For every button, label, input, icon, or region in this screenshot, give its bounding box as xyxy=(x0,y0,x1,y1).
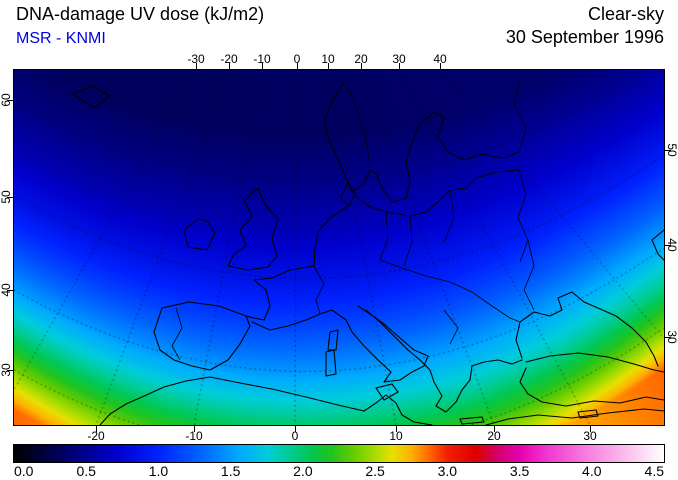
country-borders xyxy=(171,81,535,361)
lon-tick-mark-bottom xyxy=(294,426,296,432)
lon-tick-mark-top xyxy=(228,63,230,69)
lon-tick-mark-top xyxy=(360,63,362,69)
colorbar-tick-label: 0.0 xyxy=(14,463,34,479)
lon-tick-mark-top xyxy=(296,63,298,69)
colorbar-tick-label: 2.5 xyxy=(365,463,385,479)
lon-tick-label-top: 30 xyxy=(392,52,406,66)
lon-tick-mark-bottom xyxy=(95,426,97,432)
lon-tick-label-top: -10 xyxy=(253,52,271,66)
lon-tick-label-bottom: 10 xyxy=(389,429,403,443)
uv-field-heatmap xyxy=(14,70,664,425)
lat-tick-mark-right xyxy=(665,244,671,246)
colorbar-tick-label: 0.5 xyxy=(76,463,96,479)
lon-tick-mark-top xyxy=(195,63,197,69)
lat-tick-mark-left xyxy=(7,99,13,101)
lon-tick-label-top: 40 xyxy=(433,52,447,66)
lon-tick-mark-bottom xyxy=(493,426,495,432)
source-label: MSR - KNMI xyxy=(16,30,106,47)
lon-tick-mark-top xyxy=(327,63,329,69)
date-label: 30 September 1996 xyxy=(505,27,664,47)
lat-tick-mark-left xyxy=(7,196,13,198)
colorbar-tick-label: 3.0 xyxy=(437,463,458,479)
lon-tick-mark-top xyxy=(439,63,441,69)
lon-tick-mark-bottom xyxy=(193,426,195,432)
colorbar-gradient xyxy=(14,445,664,462)
lon-tick-label-bottom: 30 xyxy=(583,429,597,443)
lat-tick-mark-left xyxy=(7,369,13,371)
condition-label: Clear-sky xyxy=(587,4,664,24)
lon-tick-mark-top xyxy=(398,63,400,69)
lon-tick-label-top: 20 xyxy=(354,52,368,66)
lat-tick-mark-left xyxy=(7,289,13,291)
lon-tick-label-top: 0 xyxy=(293,52,301,66)
lon-tick-mark-bottom xyxy=(589,426,591,432)
lon-tick-mark-top xyxy=(261,63,263,69)
colorbar-tick-label: 1.0 xyxy=(148,463,169,479)
lon-tick-label-bottom: -10 xyxy=(185,429,203,443)
lon-tick-label-bottom: 20 xyxy=(487,429,501,443)
lon-tick-label-bottom: 0 xyxy=(291,429,299,443)
lon-tick-label-bottom: -20 xyxy=(87,429,105,443)
lon-tick-mark-bottom xyxy=(395,426,397,432)
lat-tick-mark-right xyxy=(665,336,671,338)
colorbar xyxy=(13,444,665,463)
lon-tick-label-top: -20 xyxy=(220,52,238,66)
colorbar-tick-label: 4.5 xyxy=(644,463,664,479)
lon-tick-label-top: -30 xyxy=(187,52,205,66)
lat-tick-mark-right xyxy=(665,149,671,151)
colorbar-tick-label: 4.0 xyxy=(582,463,602,479)
colorbar-tick-label: 1.5 xyxy=(220,463,241,479)
coastlines xyxy=(71,81,664,425)
colorbar-tick-label: 2.0 xyxy=(293,463,313,479)
lon-tick-label-top: 10 xyxy=(321,52,335,66)
figure-title: DNA-damage UV dose (kJ/m2) xyxy=(16,4,265,24)
coastlines-overlay xyxy=(71,81,664,425)
map-frame xyxy=(13,69,665,426)
colorbar-tick-label: 3.5 xyxy=(509,463,530,479)
